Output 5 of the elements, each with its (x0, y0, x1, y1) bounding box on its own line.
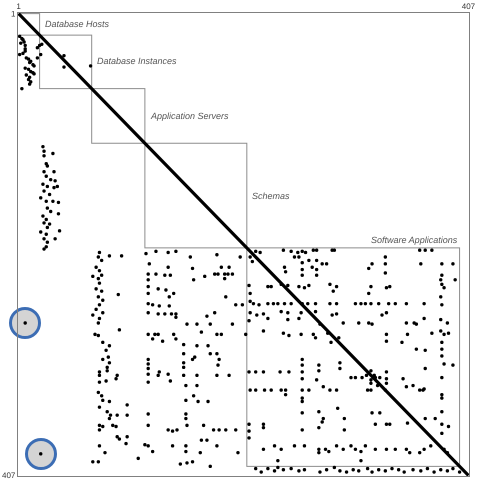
annotation: Database Instances (97, 56, 178, 66)
annotation: Application Servers (150, 111, 230, 121)
annotation: Software Applications (371, 235, 458, 245)
annotation: Database Hosts (45, 19, 110, 29)
annotation: Schemas (252, 191, 290, 201)
